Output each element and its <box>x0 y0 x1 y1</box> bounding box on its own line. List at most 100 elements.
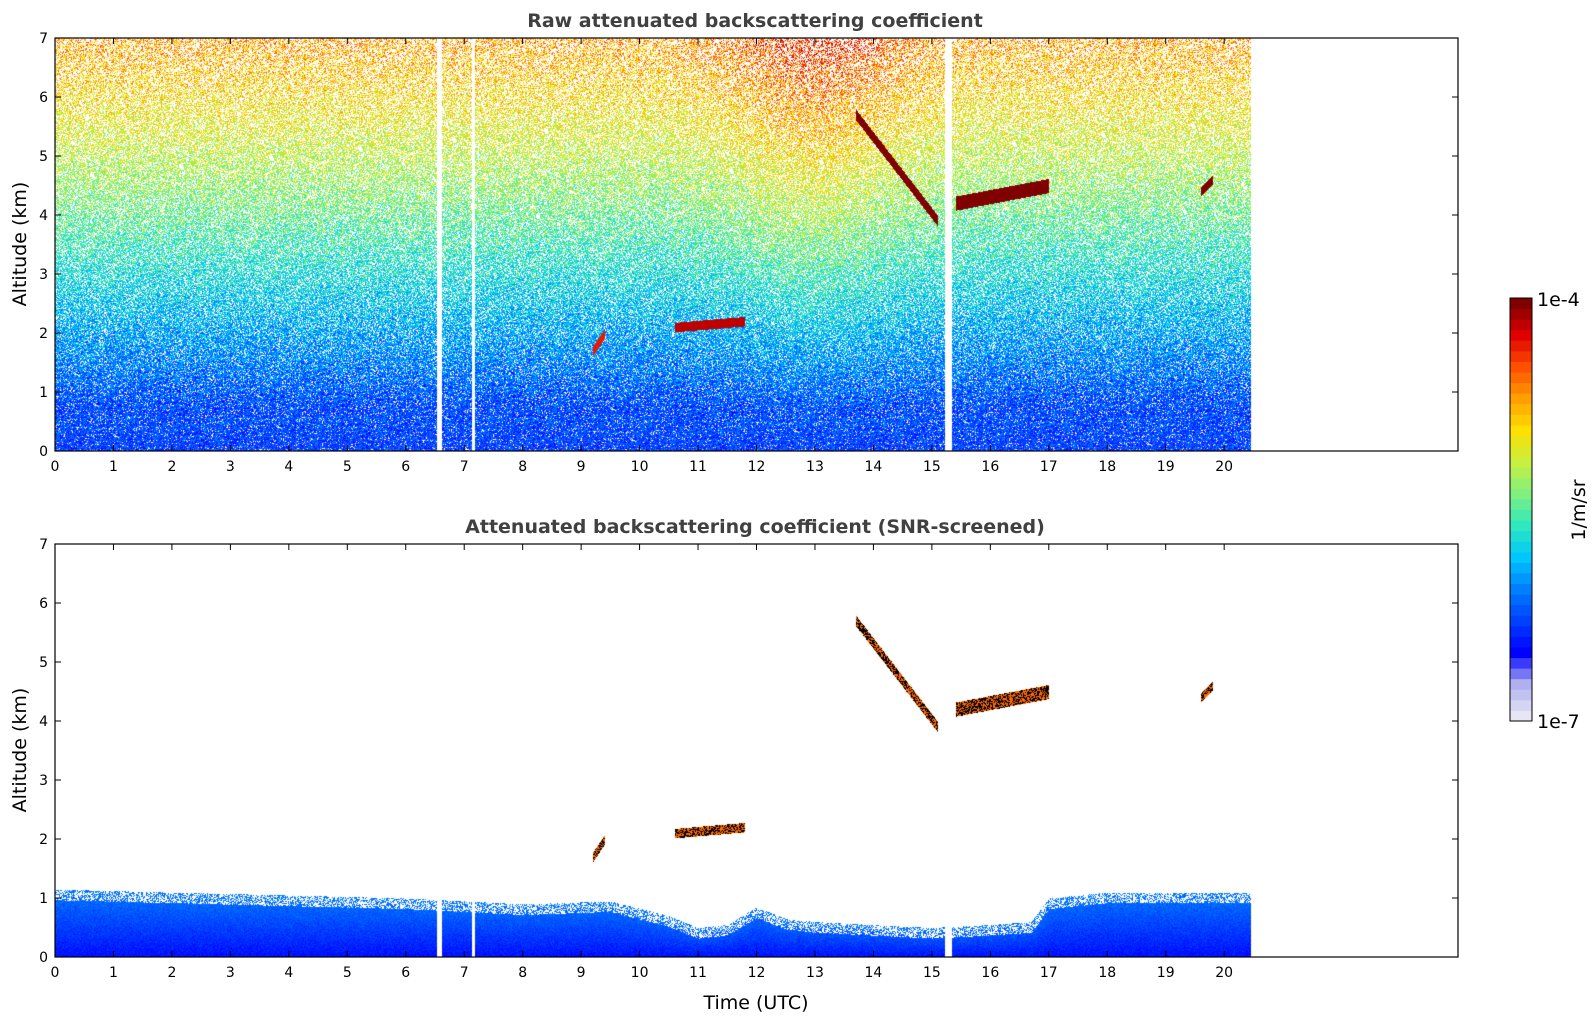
colorbar-band <box>1510 689 1532 701</box>
colorbar-band <box>1510 488 1532 500</box>
y-tick-label: 6 <box>39 90 48 106</box>
x-tick-label: 1 <box>109 459 118 475</box>
colorbar-band <box>1510 498 1532 510</box>
y-tick-label: 7 <box>39 537 48 553</box>
x-tick-label: 16 <box>981 459 999 475</box>
screened-x-axis: 0 1 2 3 4 5 6 7 8 9 10 11 12 13 14 15 16 17 18 19 20 <box>51 544 1233 981</box>
y-tick-label: 5 <box>39 149 48 165</box>
colorbar-band <box>1510 435 1532 447</box>
x-tick-label: 19 <box>1157 965 1175 981</box>
screened-heatmap-image <box>55 544 1458 957</box>
x-tick-label: 13 <box>806 459 824 475</box>
y-tick-label: 7 <box>39 31 48 47</box>
y-tick-label: 0 <box>39 950 48 966</box>
colorbar-band <box>1510 340 1532 352</box>
y-tick-label: 5 <box>39 655 48 671</box>
colorbar-band <box>1510 361 1532 373</box>
x-tick-label: 7 <box>460 965 469 981</box>
x-tick-label: 2 <box>167 459 176 475</box>
colorbar-band <box>1510 372 1532 384</box>
colorbar-band <box>1510 678 1532 690</box>
x-tick-label: 0 <box>51 459 60 475</box>
y-tick-label: 2 <box>39 326 48 342</box>
colorbar-unit-label: 1/m/sr <box>1568 479 1590 540</box>
colorbar-band <box>1510 551 1532 563</box>
colorbar-band <box>1510 646 1532 659</box>
x-tick-label: 4 <box>284 459 293 475</box>
colorbar-band <box>1510 298 1532 310</box>
y-tick-label: 3 <box>39 773 48 789</box>
colorbar-band <box>1510 446 1532 458</box>
x-tick-label: 15 <box>923 965 941 981</box>
x-tick-label: 12 <box>748 965 766 981</box>
y-tick-label: 3 <box>39 267 48 283</box>
y-tick-label: 2 <box>39 832 48 848</box>
colorbar-band <box>1510 615 1532 627</box>
x-tick-label: 9 <box>577 965 586 981</box>
x-tick-label: 18 <box>1098 459 1116 475</box>
colorbar-band <box>1510 699 1532 711</box>
colorbar-band <box>1510 424 1532 436</box>
colorbar-band <box>1510 530 1532 542</box>
colorbar-band <box>1510 329 1532 341</box>
x-tick-label: 3 <box>226 965 235 981</box>
colorbar-max-label: 1e-4 <box>1537 289 1580 311</box>
x-tick-label: 2 <box>167 965 176 981</box>
colorbar-band <box>1510 319 1532 331</box>
x-tick-label: 11 <box>689 965 707 981</box>
colorbar-band <box>1510 625 1532 637</box>
screened-y-axis-label: Altitude (km) <box>9 688 31 813</box>
x-tick-label: 14 <box>865 965 883 981</box>
x-tick-label: 6 <box>401 965 410 981</box>
colorbar-band <box>1510 520 1532 532</box>
colorbar-band <box>1510 350 1532 362</box>
y-tick-label: 4 <box>39 208 48 224</box>
x-tick-label: 1 <box>109 965 118 981</box>
x-tick-label: 12 <box>748 459 766 475</box>
x-tick-label: 3 <box>226 459 235 475</box>
raw-heatmap-image <box>55 38 1458 451</box>
x-tick-label: 8 <box>518 965 527 981</box>
x-tick-label: 15 <box>923 459 941 475</box>
x-tick-label: 11 <box>689 459 707 475</box>
raw-backscatter-panel: Raw attenuated backscattering coefficien… <box>9 10 1459 475</box>
x-tick-label: 6 <box>401 459 410 475</box>
colorbar-band <box>1510 710 1532 722</box>
y-tick-label: 4 <box>39 714 48 730</box>
x-tick-label: 7 <box>460 459 469 475</box>
x-tick-label: 10 <box>631 459 649 475</box>
colorbar-band <box>1510 541 1532 553</box>
x-tick-label: 17 <box>1040 459 1058 475</box>
y-tick-label: 1 <box>39 385 48 401</box>
colorbar-min-label: 1e-7 <box>1537 711 1580 733</box>
raw-panel-title: Raw attenuated backscattering coefficien… <box>527 10 983 32</box>
colorbar-band <box>1510 583 1532 595</box>
colorbar-band <box>1510 604 1532 616</box>
colorbar-band <box>1510 636 1532 648</box>
y-tick-label: 6 <box>39 596 48 612</box>
x-tick-label: 9 <box>577 459 586 475</box>
x-tick-label: 20 <box>1215 965 1233 981</box>
colorbar-frame <box>1509 297 1533 722</box>
x-tick-label: 5 <box>343 965 352 981</box>
raw-y-axis: 0 1 2 3 4 5 6 7 <box>39 31 1458 460</box>
colorbar-band <box>1510 308 1532 320</box>
screened-panel-title: Attenuated backscattering coefficient (S… <box>465 516 1045 538</box>
x-tick-label: 19 <box>1157 459 1175 475</box>
raw-x-axis: 0 1 2 3 4 5 6 7 8 9 10 11 12 13 14 15 16 17 18 19 20 <box>51 38 1233 475</box>
x-axis-label: Time (UTC) <box>702 992 808 1014</box>
x-tick-label: 10 <box>631 965 649 981</box>
x-tick-label: 18 <box>1098 965 1116 981</box>
colorbar-band <box>1510 572 1532 585</box>
raw-y-axis-label: Altitude (km) <box>9 182 31 307</box>
x-tick-label: 5 <box>343 459 352 475</box>
colorbar-band <box>1510 477 1532 489</box>
x-tick-label: 14 <box>865 459 883 475</box>
colorbar-band <box>1510 594 1532 606</box>
x-tick-label: 13 <box>806 965 824 981</box>
x-tick-label: 17 <box>1040 965 1058 981</box>
colorbar-band <box>1510 562 1532 574</box>
y-tick-label: 1 <box>39 891 48 907</box>
colorbar-band <box>1510 467 1532 479</box>
